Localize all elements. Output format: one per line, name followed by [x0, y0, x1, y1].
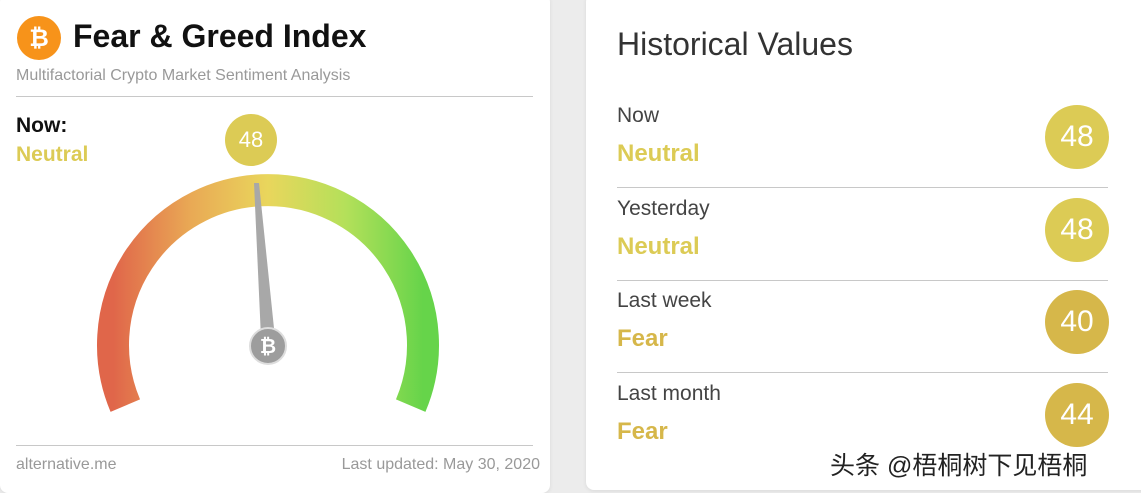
row-label: Last week	[617, 289, 712, 312]
subtitle: Multifactorial Crypto Market Sentiment A…	[16, 67, 351, 84]
index-card: ₿ ₿ Fear & Greed Index Multifactorial Cr…	[0, 0, 550, 493]
bitcoin-symbol: ₿	[29, 25, 49, 52]
watermark: 头条 @梧桐树下见梧桐	[830, 452, 1088, 480]
history-card: Historical Values Now Neutral 48 Yesterday N…	[586, 0, 1141, 490]
row-divider	[617, 187, 1108, 188]
gauge-arc	[97, 174, 439, 412]
row-divider	[617, 280, 1108, 281]
row-value: 48	[1045, 198, 1109, 262]
source-link[interactable]: alternative.me	[16, 456, 117, 473]
row-value: 44	[1045, 383, 1109, 447]
bitcoin-logo	[17, 16, 61, 60]
row-divider	[617, 372, 1108, 373]
divider	[16, 445, 533, 446]
title: Fear & Greed Index	[73, 18, 367, 54]
now-value: 48	[225, 114, 277, 166]
now-status: Neutral	[16, 143, 89, 166]
gauge-graphic: ₿ ₿	[17, 16, 439, 412]
history-title: Historical Values	[617, 26, 853, 62]
row-status: Fear	[617, 418, 668, 445]
divider	[16, 96, 533, 97]
hub-symbol: ₿	[260, 336, 276, 358]
last-updated: Last updated: May 30, 2020	[341, 456, 540, 473]
row-label: Now	[617, 104, 660, 127]
row-label: Yesterday	[617, 197, 710, 220]
now-label: Now:	[16, 114, 68, 137]
row-value: 48	[1045, 105, 1109, 169]
row-status: Neutral	[617, 140, 700, 167]
row-status: Fear	[617, 325, 668, 352]
row-status: Neutral	[617, 233, 700, 260]
row-value: 40	[1045, 290, 1109, 354]
needle-hub	[249, 327, 287, 365]
gauge-needle	[254, 183, 275, 338]
row-label: Last month	[617, 382, 721, 405]
